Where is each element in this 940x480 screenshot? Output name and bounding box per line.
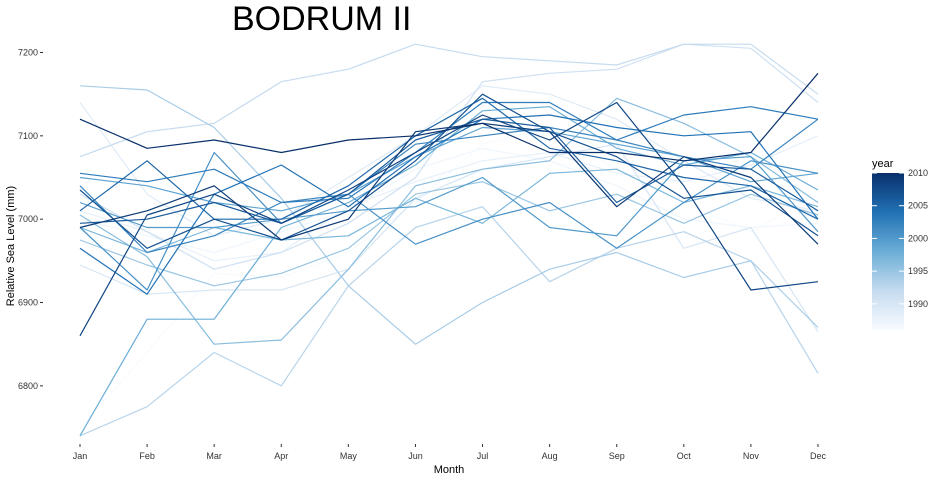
chart-title: BODRUM II bbox=[232, 0, 411, 38]
series-line-2005 bbox=[79, 97, 819, 220]
x-tick-label: Oct bbox=[677, 451, 692, 461]
x-tick-label: Apr bbox=[274, 451, 288, 461]
x-axis-title: Month bbox=[434, 464, 465, 476]
legend-tick-label: 2000 bbox=[908, 233, 928, 243]
series-line-1999 bbox=[79, 126, 819, 212]
series-line-2004 bbox=[79, 114, 819, 295]
series-line-2009 bbox=[79, 122, 819, 245]
series-line-1995 bbox=[79, 181, 819, 287]
series-line-1989 bbox=[79, 85, 819, 237]
legend-tick-label: 1995 bbox=[908, 266, 928, 276]
x-tick-label: Dec bbox=[810, 451, 827, 461]
x-tick-label: Jun bbox=[408, 451, 423, 461]
y-tick-label: 7000 bbox=[18, 214, 38, 224]
x-tick-label: Jan bbox=[73, 451, 88, 461]
legend-ticks: 1990 1995 2000 2005 2010 bbox=[872, 168, 928, 309]
series-line-1994 bbox=[79, 85, 819, 345]
x-tick-label: Nov bbox=[743, 451, 760, 461]
legend-title: year bbox=[872, 158, 894, 170]
series-line-1987 bbox=[79, 147, 819, 254]
series-line-1986 bbox=[79, 126, 819, 428]
y-axis-title: Relative Sea Level (mm) bbox=[5, 186, 17, 306]
y-tick-label: 7100 bbox=[18, 131, 38, 141]
x-tick-label: Feb bbox=[139, 451, 155, 461]
legend-colorbar bbox=[872, 173, 904, 330]
series-line-2010 bbox=[79, 72, 819, 162]
x-tick-label: Sep bbox=[609, 451, 625, 461]
series-line-1990 bbox=[79, 143, 819, 333]
series-line-1996 bbox=[79, 97, 819, 345]
series-line-1991 bbox=[79, 43, 819, 270]
y-tick-label: 6900 bbox=[18, 298, 38, 308]
series-line-1992 bbox=[79, 43, 819, 158]
legend-tick-label: 2005 bbox=[908, 201, 928, 211]
series-line-1993 bbox=[79, 206, 819, 437]
series-line-2008 bbox=[79, 101, 819, 337]
legend-tick-label: 1990 bbox=[908, 299, 928, 309]
y-axis: 6800 6900 7000 7100 7200 bbox=[18, 48, 43, 391]
year-legend: year 1990 1995 2000 2005 2010 bbox=[872, 158, 928, 330]
y-tick-label: 7200 bbox=[18, 48, 38, 58]
x-tick-label: Mar bbox=[206, 451, 222, 461]
series-line-2002 bbox=[79, 118, 819, 254]
series-line-2001 bbox=[79, 151, 819, 291]
legend-tick-label: 2010 bbox=[908, 168, 928, 178]
y-tick-label: 6800 bbox=[18, 381, 38, 391]
x-tick-label: Jul bbox=[477, 451, 489, 461]
x-tick-label: Aug bbox=[542, 451, 558, 461]
x-axis: Jan Feb Mar Apr May Jun Jul Aug Sep Oct Nov Dec bbox=[73, 444, 827, 461]
x-tick-label: May bbox=[340, 451, 358, 461]
series-lines bbox=[79, 43, 819, 437]
series-line-1997 bbox=[79, 168, 819, 254]
